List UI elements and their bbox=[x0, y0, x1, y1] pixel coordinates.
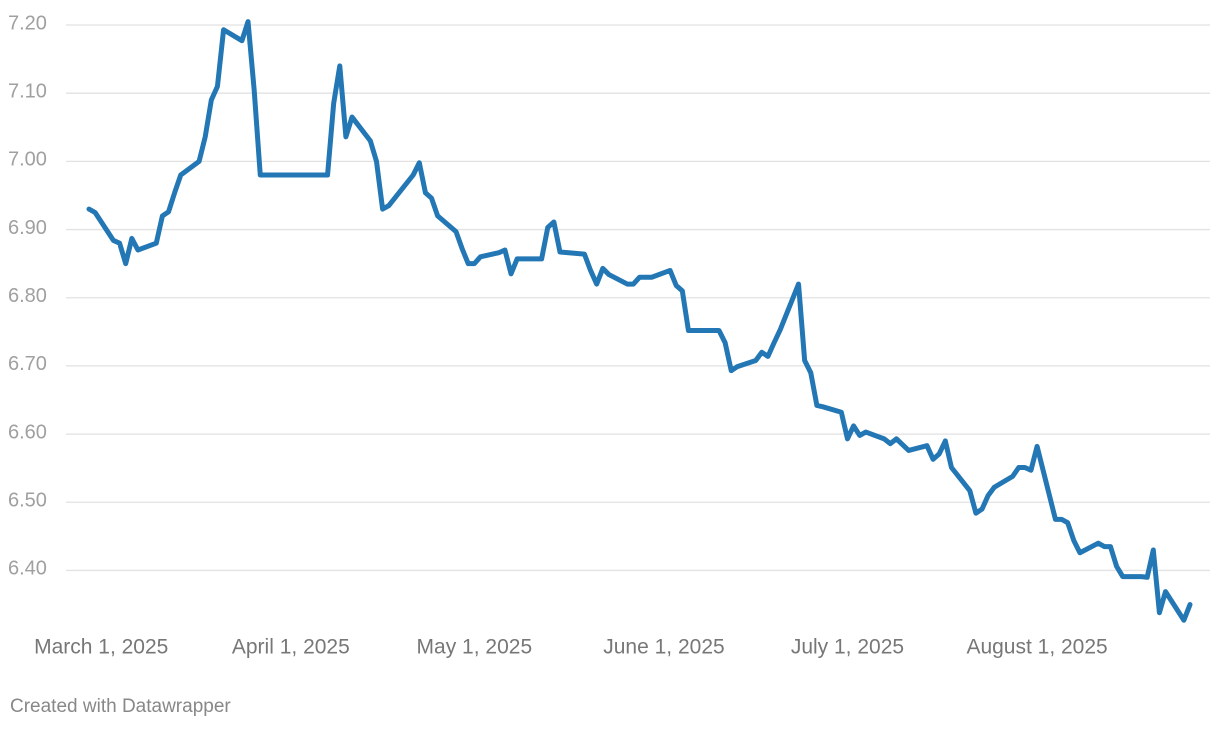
y-tick-label: 6.90 bbox=[8, 217, 47, 239]
y-tick-label: 7.10 bbox=[8, 80, 47, 102]
plot bbox=[86, 19, 1193, 623]
y-tick-label: 6.60 bbox=[8, 421, 47, 443]
y-tick-label: 7.00 bbox=[8, 149, 47, 171]
y-tick-label: 6.50 bbox=[8, 490, 47, 512]
y-tick-label: 6.80 bbox=[8, 285, 47, 307]
y-tick-label: 6.40 bbox=[8, 558, 47, 580]
y-tick-label: 7.20 bbox=[8, 12, 47, 34]
x-tick-label: July 1, 2025 bbox=[791, 636, 904, 659]
x-tick-label: August 1, 2025 bbox=[966, 636, 1107, 659]
grid: 6.40 6.50 6.60 6.70 6.80 6.90 7.00 7.10 7.20 Marc… bbox=[8, 12, 1210, 659]
x-tick-label: June 1, 2025 bbox=[603, 636, 724, 659]
x-tick-label: March 1, 2025 bbox=[34, 636, 168, 659]
x-tick-label: April 1, 2025 bbox=[232, 636, 350, 659]
line bbox=[86, 19, 1193, 623]
credit: Created with Datawrapper bbox=[10, 696, 231, 717]
x-tick-label: May 1, 2025 bbox=[417, 636, 533, 659]
y-tick-label: 6.70 bbox=[8, 353, 47, 375]
